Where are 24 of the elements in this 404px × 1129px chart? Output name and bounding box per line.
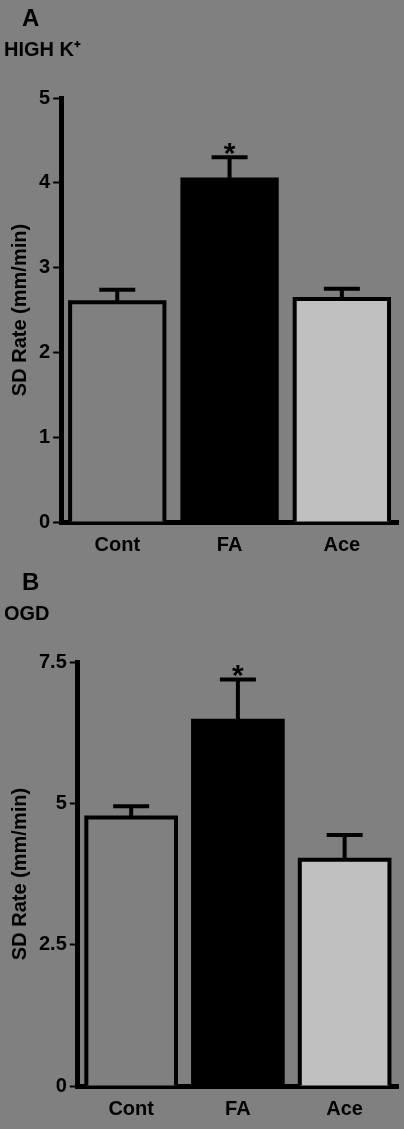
y-tick-label: 5 xyxy=(55,790,67,813)
text: A xyxy=(21,3,41,33)
x-tick-label: FA xyxy=(216,532,243,555)
y-tick-label: 0 xyxy=(55,1073,67,1096)
y-tick-label: 5 xyxy=(39,85,51,108)
y-tick-label: 0 xyxy=(39,509,51,532)
y-axis-title: SD Rate (mm/min) xyxy=(7,223,30,397)
chart-title: HIGH K⁺ xyxy=(4,37,81,60)
y-tick-label: 4 xyxy=(39,170,51,193)
x-tick-label: Ace xyxy=(326,1096,363,1119)
y-tick-label: 7.5 xyxy=(38,649,67,672)
x-tick-label: Cont xyxy=(94,532,141,555)
x-tick-label: FA xyxy=(225,1096,251,1119)
y-tick-label: 3 xyxy=(39,255,51,278)
y-tick-label: 1 xyxy=(39,424,51,447)
text: B xyxy=(21,567,41,597)
y-axis-title: SD Rate (mm/min) xyxy=(7,787,30,961)
annotation: * xyxy=(232,657,245,691)
y-tick-label: 2 xyxy=(39,339,51,362)
chart-title: OGD xyxy=(4,601,50,624)
y-tick-label: 2.5 xyxy=(38,932,67,955)
x-tick-label: Ace xyxy=(323,532,361,555)
x-tick-label: Cont xyxy=(108,1096,155,1119)
annotation: * xyxy=(223,135,236,169)
